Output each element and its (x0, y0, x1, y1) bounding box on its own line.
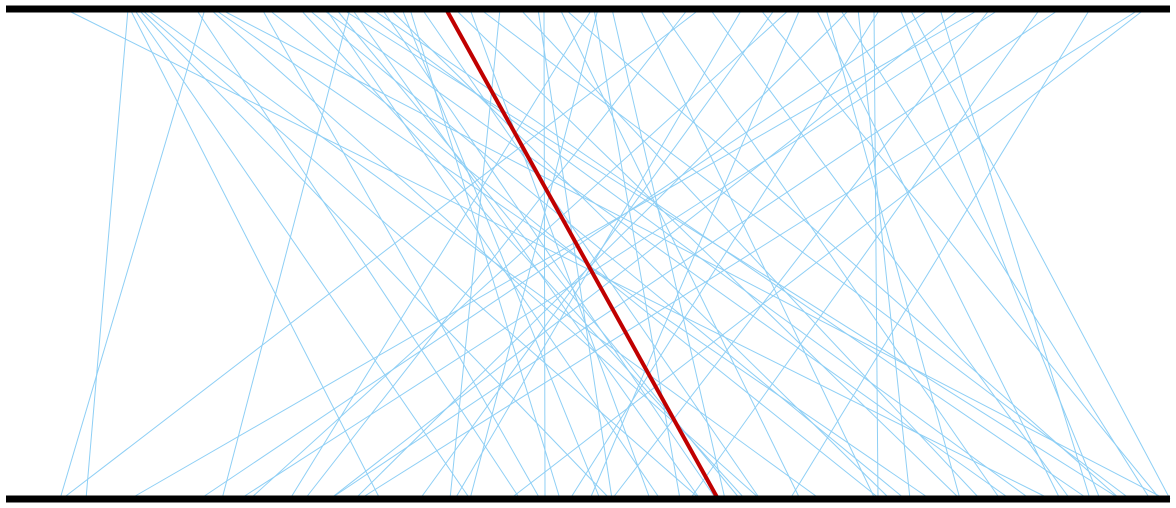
connection-line (59, 8, 206, 500)
connection-line (939, 8, 1091, 500)
connection-line (825, 8, 961, 500)
connection-line (454, 8, 743, 500)
connection-line (371, 8, 1089, 500)
connection-line (221, 8, 351, 500)
connection-line (559, 8, 801, 500)
connection-line (509, 8, 1146, 500)
connection-line (61, 8, 701, 500)
connection-line (195, 8, 521, 500)
connection-line (261, 8, 541, 500)
connection-line (419, 8, 776, 500)
connection-line (857, 8, 911, 500)
connection-line (815, 8, 1061, 500)
connection-line (329, 8, 961, 500)
connection-line (64, 8, 1051, 500)
connection-line (421, 8, 761, 500)
connection-line (469, 8, 651, 500)
connection-line (469, 8, 599, 500)
connection-line (389, 8, 891, 500)
connection-line (145, 8, 821, 500)
connection-line (899, 8, 1101, 500)
connection-line (267, 8, 881, 500)
connection-line (479, 8, 1131, 500)
connection-line (354, 8, 851, 500)
connection-line (219, 8, 1166, 500)
connection-line (709, 8, 1071, 500)
highlighted-connection-line (444, 8, 720, 500)
connection-line (325, 8, 661, 500)
connection-line (359, 8, 1141, 500)
connection-line (611, 8, 726, 500)
connection-line (454, 8, 961, 500)
connection-line (137, 8, 611, 500)
connection-line (133, 8, 471, 500)
connection-line (569, 8, 881, 500)
connection-line (873, 8, 879, 500)
connection-line (199, 8, 931, 500)
connection-line (659, 8, 1001, 500)
connection-line (307, 8, 906, 500)
connection-line (341, 8, 1121, 500)
connection-line (129, 8, 381, 500)
connection-line (289, 8, 593, 500)
connection-line (639, 8, 876, 500)
connection-line (213, 8, 931, 500)
connection-line (537, 8, 613, 500)
connection-line (304, 8, 689, 500)
connection-line (543, 8, 546, 500)
connection-line (239, 8, 1001, 500)
connection-line (759, 8, 1161, 500)
connection-line (140, 8, 701, 500)
connection-line (564, 8, 1121, 500)
connection-line (381, 8, 717, 500)
connection-line (789, 8, 1091, 500)
connection-line (129, 8, 981, 500)
connection-lines (59, 8, 1171, 500)
connection-line (401, 8, 601, 500)
connection-line (85, 8, 129, 500)
connection-line (593, 8, 681, 500)
connection-line (611, 8, 991, 500)
highlighted-connection-group (444, 8, 720, 500)
connection-line (909, 8, 1171, 500)
connection-line (839, 8, 1151, 500)
connection-line (359, 8, 1031, 500)
connection-line (249, 8, 791, 500)
connection-line (321, 8, 1011, 500)
connection-line (689, 8, 1041, 500)
connection-line (351, 8, 701, 500)
